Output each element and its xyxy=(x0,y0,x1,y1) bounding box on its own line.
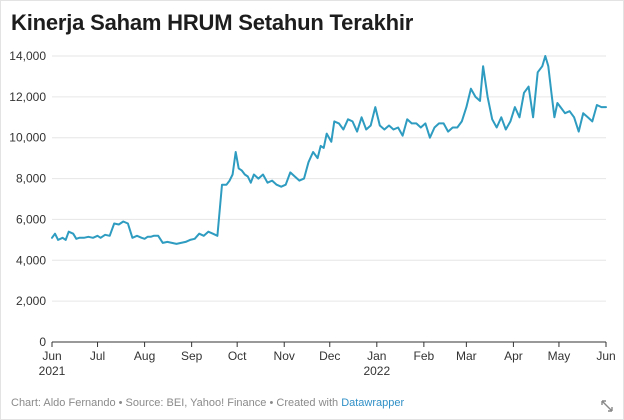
x-tick-label: Sep xyxy=(181,349,203,363)
y-tick-label: 10,000 xyxy=(9,131,46,145)
x-tick-label: Jan xyxy=(367,349,386,363)
x-tick-label: Nov xyxy=(274,349,295,363)
datawrapper-link[interactable]: Datawrapper xyxy=(341,397,405,409)
x-tick-label: Dec xyxy=(319,349,340,363)
x-tick-label: Oct xyxy=(228,349,247,363)
x-tick-label: Jun xyxy=(42,349,61,363)
footer-created-prefix: Created with xyxy=(276,397,342,409)
y-tick-label: 2,000 xyxy=(16,294,46,308)
x-tick-label: Apr xyxy=(504,349,523,363)
footer-author: Aldo Fernando xyxy=(43,397,116,409)
y-tick-label: 12,000 xyxy=(9,90,46,104)
y-tick-label: 6,000 xyxy=(16,212,46,226)
gridlines xyxy=(52,55,606,302)
x-tick-label: Jul xyxy=(90,349,105,363)
x-tick-label: Aug xyxy=(134,349,155,363)
x-tick-label: Mar xyxy=(456,349,477,363)
footer-source-prefix: Source: xyxy=(125,397,167,409)
y-tick-label: 14,000 xyxy=(9,49,46,63)
footer-separator: • xyxy=(266,397,277,409)
footer-separator: • xyxy=(115,397,126,409)
expand-arrows-icon[interactable] xyxy=(601,400,613,412)
x-tick-label: Jun xyxy=(596,349,615,363)
x-tick-year-label: 2022 xyxy=(363,364,390,378)
y-tick-label: 8,000 xyxy=(16,172,46,186)
y-tick-label: 4,000 xyxy=(16,253,46,267)
y-axis-ticks: 0 2,000 4,000 6,000 8,000 10,000 12,000 14,000 xyxy=(9,49,46,349)
x-tick-label: May xyxy=(548,349,571,363)
series-layer xyxy=(51,55,607,245)
footer-chart-prefix: Chart: xyxy=(11,397,44,409)
chart-footer: Chart: Aldo Fernando • Source: BEI, Yaho… xyxy=(11,397,404,409)
x-tick-year-label: 2021 xyxy=(39,364,66,378)
footer-source: BEI, Yahoo! Finance xyxy=(166,397,267,409)
x-tick-label: Feb xyxy=(414,349,435,363)
series-line xyxy=(51,55,607,245)
chart-title: Kinerja Saham HRUM Setahun Terakhir xyxy=(11,10,414,35)
y-tick-label: 0 xyxy=(39,335,46,349)
